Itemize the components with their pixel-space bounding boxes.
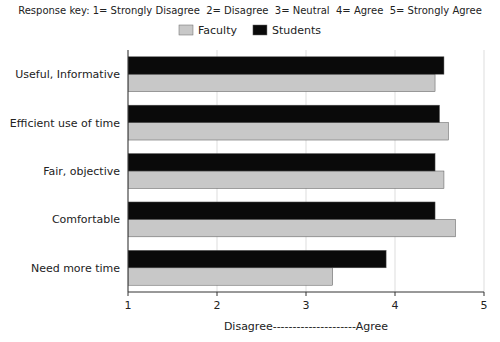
x-axis-line <box>128 292 484 293</box>
grid-line <box>128 50 129 292</box>
tick-mark <box>395 292 396 296</box>
legend: Faculty Students <box>179 24 321 37</box>
tick-mark <box>484 292 485 296</box>
x-axis-label: Disagree---------------------Agree <box>224 320 388 333</box>
legend-label: Students <box>272 24 321 37</box>
bar <box>128 74 435 91</box>
bar <box>128 268 333 285</box>
category-label: Fair, objective <box>43 165 120 178</box>
chart: Response key: 1= Strongly Disagree 2= Di… <box>0 0 500 342</box>
bars <box>128 57 456 285</box>
bar <box>128 154 435 171</box>
legend-label: Faculty <box>198 24 237 37</box>
tick-mark <box>306 292 307 296</box>
bar <box>128 202 435 219</box>
tick-label: 3 <box>303 299 310 312</box>
grid <box>128 50 484 292</box>
tick-label: 2 <box>214 299 221 312</box>
category-label: Useful, Informative <box>15 68 120 81</box>
category-label: Efficient use of time <box>10 117 120 130</box>
grid-line <box>484 50 485 292</box>
legend-swatch <box>253 25 267 35</box>
tick-label: 5 <box>481 299 488 312</box>
bar <box>128 171 444 188</box>
y-axis-line <box>128 50 129 292</box>
category-label: Comfortable <box>52 213 120 226</box>
bar <box>128 123 448 140</box>
legend-swatch <box>179 25 193 35</box>
tick-mark <box>217 292 218 296</box>
bar <box>128 57 444 74</box>
tick-mark <box>128 292 129 296</box>
bar <box>128 250 386 267</box>
tick-label: 1 <box>125 299 132 312</box>
tick-label: 4 <box>392 299 399 312</box>
category-label: Need more time <box>31 262 120 275</box>
title: Response key: 1= Strongly Disagree 2= Di… <box>18 5 482 16</box>
bar <box>128 105 440 122</box>
bar <box>128 219 456 236</box>
